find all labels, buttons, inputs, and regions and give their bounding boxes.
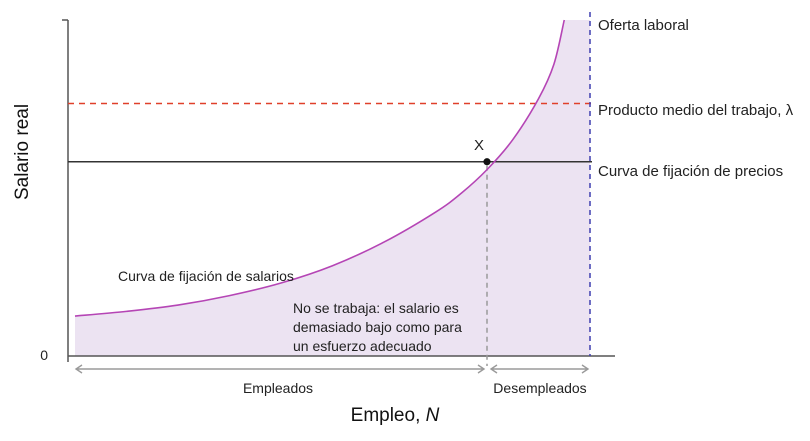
- price-setting-label: Curva de fijación de precios: [598, 163, 783, 180]
- y-origin-label: 0: [40, 347, 48, 363]
- range-arrows: [74, 364, 590, 374]
- labour-supply-label: Oferta laboral: [598, 17, 689, 34]
- employed-range-arrow: [74, 364, 486, 374]
- unemployed-range-arrow: [489, 364, 590, 374]
- average-product-label: Producto medio del trabajo, λ: [598, 102, 794, 119]
- y-axis-title: Salario real: [12, 104, 33, 200]
- equilibrium-point-label: X: [474, 137, 484, 154]
- unemployed-region-fill: [75, 20, 590, 356]
- note-line-1: No se trabaja: el salario es: [293, 300, 459, 316]
- note-line-2: demasiado bajo como para: [293, 319, 462, 335]
- x-axis-title: Empleo, N: [351, 405, 440, 426]
- x-axis-title-var: N: [426, 405, 440, 426]
- x-axis-title-text: Empleo,: [351, 405, 426, 426]
- unemployed-label: Desempleados: [493, 380, 586, 396]
- wage-setting-curve: [74, 19, 566, 317]
- employed-label: Empleados: [243, 380, 313, 396]
- equilibrium-point-x: [483, 158, 491, 166]
- note-line-3: un esfuerzo adecuado: [293, 338, 432, 354]
- wage-setting-curve-label: Curva de fijación de salarios: [118, 268, 294, 284]
